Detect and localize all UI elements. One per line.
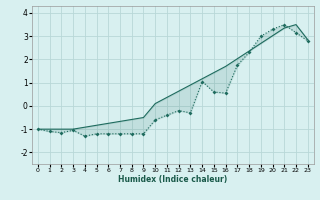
X-axis label: Humidex (Indice chaleur): Humidex (Indice chaleur)	[118, 175, 228, 184]
